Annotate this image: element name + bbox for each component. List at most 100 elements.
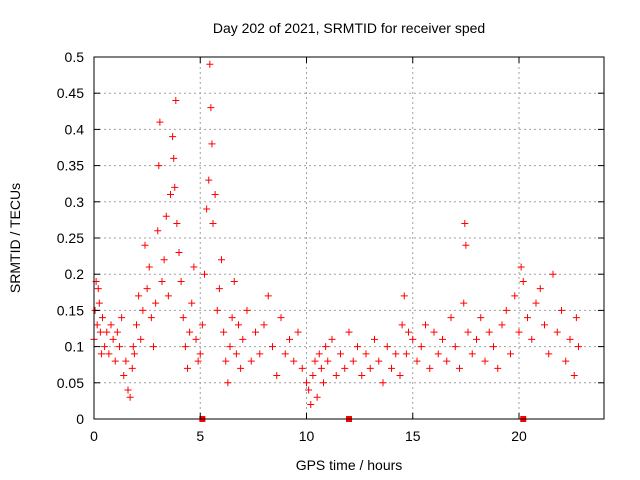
data-point xyxy=(190,263,198,271)
data-point xyxy=(201,270,208,278)
data-point xyxy=(507,350,514,358)
data-point xyxy=(269,343,276,351)
data-point xyxy=(354,343,361,351)
data-point xyxy=(172,96,180,104)
data-point xyxy=(152,299,160,307)
data-point xyxy=(105,350,113,358)
data-point xyxy=(113,328,121,336)
data-point xyxy=(464,328,472,336)
data-point xyxy=(417,343,425,351)
y-tick-label: 0 xyxy=(76,411,84,427)
data-point xyxy=(307,401,315,409)
data-point xyxy=(154,227,162,235)
data-point xyxy=(205,176,213,184)
data-point xyxy=(485,328,493,336)
data-point xyxy=(139,306,147,314)
data-point xyxy=(107,321,115,329)
data-point xyxy=(213,306,221,314)
data-point xyxy=(498,321,506,329)
data-point xyxy=(298,364,306,372)
data-point xyxy=(96,328,104,336)
data-point xyxy=(273,372,281,380)
data-point xyxy=(315,350,323,358)
data-point xyxy=(192,335,200,343)
data-point xyxy=(169,133,177,141)
y-tick-label: 0.05 xyxy=(57,375,84,391)
data-point xyxy=(575,343,582,351)
data-point xyxy=(135,292,143,300)
x-tick-label: 15 xyxy=(405,428,421,444)
data-point xyxy=(188,299,196,307)
data-point xyxy=(141,241,149,249)
data-point xyxy=(116,343,123,351)
y-axis-label: SRMTID / TECUs xyxy=(7,183,23,293)
data-point xyxy=(558,306,565,314)
data-point xyxy=(101,343,109,351)
data-point xyxy=(222,357,230,365)
data-point xyxy=(95,299,103,307)
data-point xyxy=(566,335,574,343)
data-point xyxy=(94,285,102,293)
data-point xyxy=(549,270,557,278)
data-point xyxy=(553,328,561,336)
x-tick-label: 20 xyxy=(511,428,527,444)
data-point xyxy=(215,285,223,293)
data-point xyxy=(181,343,189,351)
data-point xyxy=(235,321,242,329)
data-point xyxy=(460,299,468,307)
data-point xyxy=(164,292,172,300)
data-point xyxy=(305,386,313,394)
data-point xyxy=(286,335,293,343)
data-point xyxy=(137,335,145,343)
data-point xyxy=(320,379,327,387)
data-point xyxy=(128,364,136,372)
data-point xyxy=(198,321,206,329)
data-point xyxy=(281,350,289,358)
data-point xyxy=(426,364,434,372)
data-point xyxy=(371,335,378,343)
data-point xyxy=(434,350,442,358)
data-point xyxy=(143,285,151,293)
data-point xyxy=(155,162,163,170)
data-point xyxy=(97,350,105,358)
data-point xyxy=(379,379,387,387)
data-point xyxy=(545,350,553,358)
data-point xyxy=(345,328,353,336)
data-point xyxy=(232,350,240,358)
data-point xyxy=(447,314,455,322)
grid-lines xyxy=(94,57,604,419)
data-point xyxy=(400,292,408,300)
y-tick-label: 0.5 xyxy=(65,49,85,65)
data-point xyxy=(239,335,247,343)
data-point xyxy=(103,328,111,336)
data-point xyxy=(109,335,117,343)
data-point xyxy=(536,285,544,293)
y-tick-label: 0.25 xyxy=(57,230,84,246)
y-tick-label: 0.45 xyxy=(57,85,84,101)
data-point xyxy=(502,306,510,314)
data-point xyxy=(93,321,101,329)
data-point xyxy=(524,314,531,322)
data-point xyxy=(156,118,164,126)
data-point xyxy=(209,220,217,228)
data-point xyxy=(451,343,459,351)
data-point xyxy=(443,357,451,365)
data-point xyxy=(409,335,417,343)
data-point xyxy=(130,350,138,358)
data-point xyxy=(519,277,527,285)
data-point xyxy=(317,364,325,372)
data-point xyxy=(461,220,469,228)
data-point xyxy=(196,350,204,358)
data-point xyxy=(405,328,412,336)
data-point xyxy=(511,292,519,300)
data-point xyxy=(430,328,438,336)
data-point xyxy=(264,292,272,300)
data-point xyxy=(402,350,410,358)
data-point xyxy=(303,379,310,387)
data-point xyxy=(162,212,170,220)
data-point xyxy=(392,350,400,358)
data-point xyxy=(184,364,191,372)
data-point xyxy=(490,343,497,351)
data-points xyxy=(90,60,582,422)
